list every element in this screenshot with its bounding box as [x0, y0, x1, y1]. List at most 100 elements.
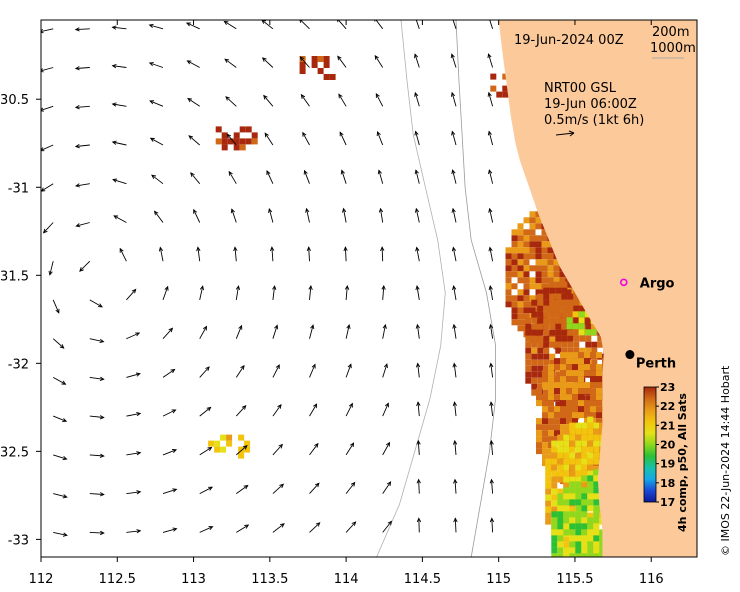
- sst-cell: [590, 412, 596, 419]
- sst-cell: [575, 535, 582, 542]
- sst-cell: [623, 559, 629, 565]
- current-arrow: [126, 372, 141, 378]
- sst-cell: [536, 424, 542, 431]
- sst-cell: [593, 577, 599, 583]
- sst-cell: [549, 305, 556, 312]
- current-arrow: [451, 169, 457, 184]
- current-arrow: [414, 130, 420, 146]
- sst-cell: [536, 388, 542, 395]
- sst-cell: [569, 547, 576, 554]
- current-arrow: [235, 364, 245, 378]
- sst-cell: [587, 487, 594, 494]
- sst-cell: [572, 418, 578, 425]
- current-arrow: [111, 63, 127, 69]
- sst-cell: [561, 287, 568, 294]
- sst-cell: [226, 434, 233, 441]
- colorbar-tick-label: 22: [660, 400, 675, 413]
- sst-cell: [531, 335, 538, 342]
- sst-cell: [575, 511, 582, 518]
- sst-cell: [587, 547, 594, 554]
- sst-cell: [547, 241, 554, 248]
- argo-float-icon: [620, 278, 628, 287]
- sst-cell: [542, 460, 548, 467]
- sst-cell: [517, 271, 524, 278]
- sst-cell: [572, 382, 578, 389]
- sst-cell: [537, 317, 544, 324]
- sst-cell: [560, 412, 566, 419]
- sst-cell: [581, 541, 588, 548]
- sst-cell: [545, 518, 552, 525]
- sst-cell: [605, 559, 611, 565]
- sst-cell: [569, 541, 576, 548]
- sst-cell: [611, 571, 617, 577]
- sst-cell: [531, 353, 538, 360]
- sst-cell: [581, 487, 588, 494]
- sst-cell: [569, 428, 576, 435]
- current-arrow: [52, 299, 60, 314]
- sst-cell: [587, 512, 594, 519]
- sst-cell: [596, 376, 602, 383]
- sst-cell: [635, 559, 641, 565]
- sst-cell: [548, 376, 554, 383]
- sst-cell: [531, 359, 538, 366]
- current-arrow: [190, 172, 201, 184]
- current-arrow: [452, 401, 457, 417]
- sst-cell: [578, 394, 584, 401]
- y-tick-label: 30.5: [0, 93, 29, 108]
- sst-cell: [537, 299, 544, 306]
- sst-cell: [525, 371, 532, 378]
- sst-cell: [517, 229, 524, 236]
- sst-cell: [587, 434, 594, 441]
- sst-cell: [557, 529, 564, 536]
- sst-cell: [551, 452, 558, 459]
- sst-cell: [531, 347, 538, 354]
- current-arrow: [162, 527, 178, 533]
- sst-cell: [560, 424, 566, 431]
- sst-cell: [551, 494, 558, 501]
- sst-cell: [563, 493, 570, 500]
- sst-cell: [490, 73, 497, 80]
- current-arrow: [452, 20, 457, 29]
- current-arrow: [126, 529, 142, 534]
- sst-cell: [505, 259, 512, 266]
- sst-cell: [238, 434, 245, 441]
- x-tick-label: 112: [29, 572, 54, 587]
- sst-cell: [529, 295, 536, 302]
- sst-cell: [563, 559, 569, 565]
- sst-cell: [542, 406, 548, 413]
- current-arrow: [374, 54, 384, 68]
- current-arrow: [162, 327, 174, 340]
- current-arrow: [185, 22, 200, 30]
- sst-cell: [578, 352, 584, 359]
- current-arrow: [41, 105, 54, 112]
- sst-cell: [238, 452, 245, 459]
- sst-cell: [569, 499, 576, 506]
- current-arrow: [269, 246, 275, 262]
- x-tick-label: 113: [181, 572, 206, 587]
- sst-cell: [531, 389, 538, 396]
- sst-cell: [593, 422, 600, 429]
- current-arrow: [149, 100, 164, 107]
- sst-cell: [541, 259, 548, 266]
- current-arrow: [261, 57, 274, 68]
- sst-cell: [561, 317, 568, 324]
- sst-cell: [548, 418, 554, 425]
- sst-cell: [587, 481, 594, 488]
- current-arrow: [196, 246, 201, 262]
- sst-cell: [575, 547, 582, 554]
- sst-cell: [511, 235, 518, 242]
- current-arrow: [309, 522, 321, 533]
- current-arrow: [89, 530, 105, 536]
- sst-cell: [525, 335, 532, 342]
- sst-cell: [529, 217, 536, 224]
- current-arrow: [53, 415, 68, 423]
- sst-cell: [511, 319, 518, 326]
- sst-cell: [563, 529, 570, 536]
- sst-cell: [543, 287, 550, 294]
- sst-cell: [531, 317, 538, 324]
- sst-cell: [555, 287, 562, 294]
- sst-cell: [575, 523, 582, 530]
- sst-cell: [587, 517, 594, 524]
- sst-cell: [555, 299, 562, 306]
- sst-cell: [537, 359, 544, 366]
